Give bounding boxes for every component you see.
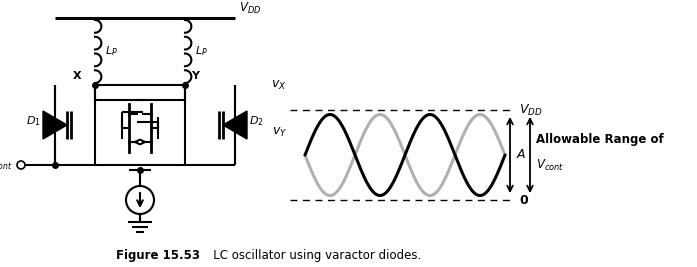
- Text: Y: Y: [191, 71, 199, 81]
- Text: LC oscillator using varactor diodes.: LC oscillator using varactor diodes.: [202, 249, 421, 261]
- Text: $D_1$: $D_1$: [26, 114, 41, 128]
- Text: $V_{cont}$: $V_{cont}$: [0, 158, 13, 172]
- Polygon shape: [43, 111, 67, 139]
- Text: $V_{cont}$: $V_{cont}$: [536, 158, 565, 172]
- Text: $V_{DD}$: $V_{DD}$: [239, 1, 261, 16]
- Text: $A$: $A$: [516, 148, 526, 162]
- Text: Allowable Range of: Allowable Range of: [536, 134, 664, 147]
- Text: $v_Y$: $v_Y$: [272, 125, 287, 139]
- Circle shape: [17, 161, 25, 169]
- Polygon shape: [223, 111, 247, 139]
- Text: X: X: [72, 71, 81, 81]
- Text: $L_P$: $L_P$: [105, 45, 118, 58]
- Text: $L_P$: $L_P$: [195, 45, 208, 58]
- Text: Figure 15.53: Figure 15.53: [116, 249, 200, 261]
- Text: $D_2$: $D_2$: [249, 114, 263, 128]
- Text: 0: 0: [519, 194, 528, 206]
- Text: $v_X$: $v_X$: [271, 78, 287, 92]
- Text: $V_{DD}$: $V_{DD}$: [519, 103, 542, 117]
